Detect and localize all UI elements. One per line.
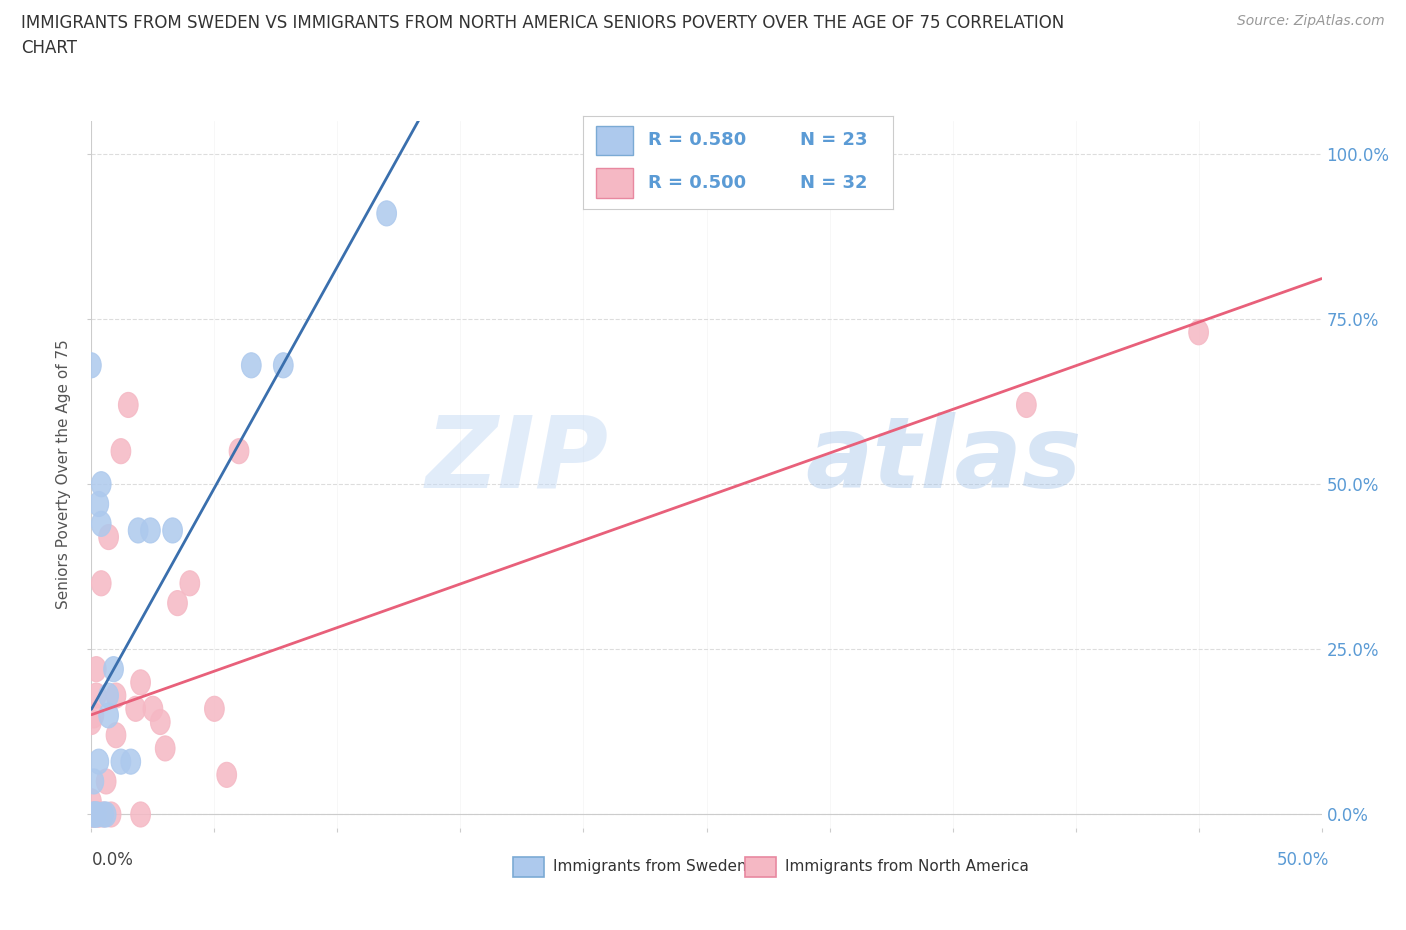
Ellipse shape	[205, 697, 224, 722]
Ellipse shape	[155, 736, 174, 761]
Ellipse shape	[89, 749, 108, 774]
Ellipse shape	[101, 802, 121, 827]
Ellipse shape	[104, 657, 124, 682]
Ellipse shape	[242, 352, 262, 378]
Ellipse shape	[89, 802, 108, 827]
Text: Immigrants from North America: Immigrants from North America	[785, 859, 1028, 874]
Ellipse shape	[121, 749, 141, 774]
Text: atlas: atlas	[804, 412, 1081, 509]
Text: N = 32: N = 32	[800, 174, 868, 193]
Ellipse shape	[91, 571, 111, 596]
Ellipse shape	[1017, 392, 1036, 418]
Ellipse shape	[125, 697, 145, 722]
Ellipse shape	[82, 710, 101, 735]
Text: IMMIGRANTS FROM SWEDEN VS IMMIGRANTS FROM NORTH AMERICA SENIORS POVERTY OVER THE: IMMIGRANTS FROM SWEDEN VS IMMIGRANTS FRO…	[21, 14, 1064, 32]
Ellipse shape	[98, 703, 118, 728]
FancyBboxPatch shape	[596, 168, 633, 198]
Ellipse shape	[91, 512, 111, 537]
Ellipse shape	[131, 802, 150, 827]
Y-axis label: Seniors Poverty Over the Age of 75: Seniors Poverty Over the Age of 75	[56, 339, 72, 609]
Ellipse shape	[141, 518, 160, 543]
Ellipse shape	[84, 802, 104, 827]
Text: 50.0%: 50.0%	[1277, 851, 1329, 870]
Ellipse shape	[128, 518, 148, 543]
Ellipse shape	[94, 802, 114, 827]
Ellipse shape	[89, 491, 108, 516]
Text: CHART: CHART	[21, 39, 77, 57]
Ellipse shape	[96, 802, 115, 827]
Ellipse shape	[377, 201, 396, 226]
Ellipse shape	[143, 697, 163, 722]
Ellipse shape	[273, 352, 292, 378]
Ellipse shape	[87, 683, 107, 708]
Text: R = 0.580: R = 0.580	[648, 131, 747, 150]
Ellipse shape	[84, 802, 104, 827]
Ellipse shape	[167, 591, 187, 616]
Text: R = 0.500: R = 0.500	[648, 174, 747, 193]
Ellipse shape	[118, 392, 138, 418]
Ellipse shape	[111, 439, 131, 464]
Text: ZIP: ZIP	[425, 412, 607, 509]
Ellipse shape	[107, 683, 127, 708]
Ellipse shape	[94, 802, 114, 827]
Ellipse shape	[82, 802, 101, 827]
Ellipse shape	[89, 802, 108, 827]
Ellipse shape	[84, 769, 104, 794]
Ellipse shape	[217, 763, 236, 788]
Ellipse shape	[1189, 320, 1209, 345]
Ellipse shape	[96, 769, 115, 794]
Ellipse shape	[87, 802, 107, 827]
Ellipse shape	[82, 789, 101, 814]
Ellipse shape	[150, 710, 170, 735]
Ellipse shape	[229, 439, 249, 464]
Text: 0.0%: 0.0%	[91, 851, 134, 870]
Ellipse shape	[163, 518, 183, 543]
Ellipse shape	[87, 657, 107, 682]
Ellipse shape	[107, 723, 127, 748]
Ellipse shape	[84, 802, 104, 827]
Ellipse shape	[87, 802, 107, 827]
Ellipse shape	[98, 683, 118, 708]
Ellipse shape	[84, 703, 104, 728]
Ellipse shape	[111, 749, 131, 774]
FancyBboxPatch shape	[596, 126, 633, 155]
Ellipse shape	[82, 352, 101, 378]
Ellipse shape	[84, 802, 104, 827]
Text: Source: ZipAtlas.com: Source: ZipAtlas.com	[1237, 14, 1385, 28]
Ellipse shape	[91, 472, 111, 497]
Text: N = 23: N = 23	[800, 131, 868, 150]
Text: Immigrants from Sweden: Immigrants from Sweden	[553, 859, 747, 874]
Ellipse shape	[180, 571, 200, 596]
Ellipse shape	[131, 670, 150, 695]
Ellipse shape	[98, 525, 118, 550]
